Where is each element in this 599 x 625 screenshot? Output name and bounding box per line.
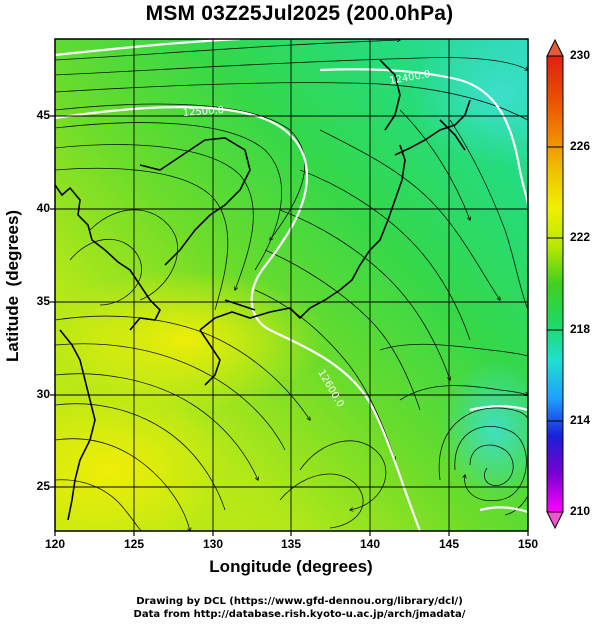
- y-tick-label: 30: [36, 387, 50, 401]
- axis-ticks: [50, 115, 529, 536]
- x-tick-label: 125: [123, 537, 145, 551]
- colorbar-tick-label: 226: [570, 139, 591, 153]
- chart-title: MSM 03Z25Jul2025 (200.0hPa): [145, 2, 454, 25]
- colorbar-tick-label: 214: [570, 413, 591, 427]
- coastlines: [55, 59, 471, 521]
- hokkaido-coast: [394, 99, 471, 156]
- colorbar-tick-label: 218: [570, 322, 591, 336]
- honshu-coast: [199, 144, 406, 331]
- contour-12600: [55, 39, 241, 57]
- credit-drawing: Drawing by DCL (https://www.gfd-dennou.o…: [136, 596, 463, 607]
- colorbar-ticks: [547, 55, 563, 513]
- x-axis-label: Longitude (degrees): [209, 557, 373, 576]
- colorbar-body: [546, 55, 564, 513]
- colorbar-tick-label: 230: [570, 48, 591, 62]
- contour-12500: [55, 106, 422, 531]
- warm-region: [55, 270, 325, 410]
- contour-typhoon: [469, 405, 528, 412]
- colorbar-tick-label: 210: [570, 504, 591, 518]
- height-contours: [55, 39, 528, 531]
- colorbar-tick-label: 222: [570, 230, 591, 244]
- warm-region-south: [55, 390, 230, 531]
- cool-region-typhoon: [440, 360, 528, 500]
- colorbar-max-arrow: [546, 38, 564, 57]
- kuril-coast: [439, 119, 466, 151]
- y-tick-label: 35: [36, 294, 50, 308]
- sakhalin-coast: [379, 59, 401, 131]
- streamlines: [55, 40, 528, 531]
- x-tick-label: 135: [280, 537, 302, 551]
- kyushu-coast: [199, 329, 221, 386]
- y-tick-label: 40: [36, 201, 50, 215]
- contour-12400: [319, 68, 528, 206]
- x-tick-label: 120: [44, 537, 66, 551]
- x-tick-label: 140: [359, 537, 381, 551]
- x-tick-label: 130: [202, 537, 224, 551]
- plot-area: 12500.0 12400.0 12600.0: [55, 39, 528, 531]
- x-tick-label: 145: [438, 537, 460, 551]
- x-tick-label: 150: [517, 537, 539, 551]
- manchuria-coast: [139, 137, 251, 266]
- y-tick-label: 25: [36, 479, 50, 493]
- contour-label-12500: 12500.0: [182, 105, 224, 119]
- y-tick-label: 45: [36, 108, 50, 122]
- credit-data-source: Data from http://database.rish.kyoto-u.a…: [133, 609, 466, 620]
- colorbar-min-arrow: [546, 511, 564, 530]
- korea-coast: [55, 184, 161, 331]
- grid-lines: [55, 39, 528, 531]
- y-axis-label: Latitude (degrees): [3, 209, 22, 362]
- colorbar: [546, 38, 564, 530]
